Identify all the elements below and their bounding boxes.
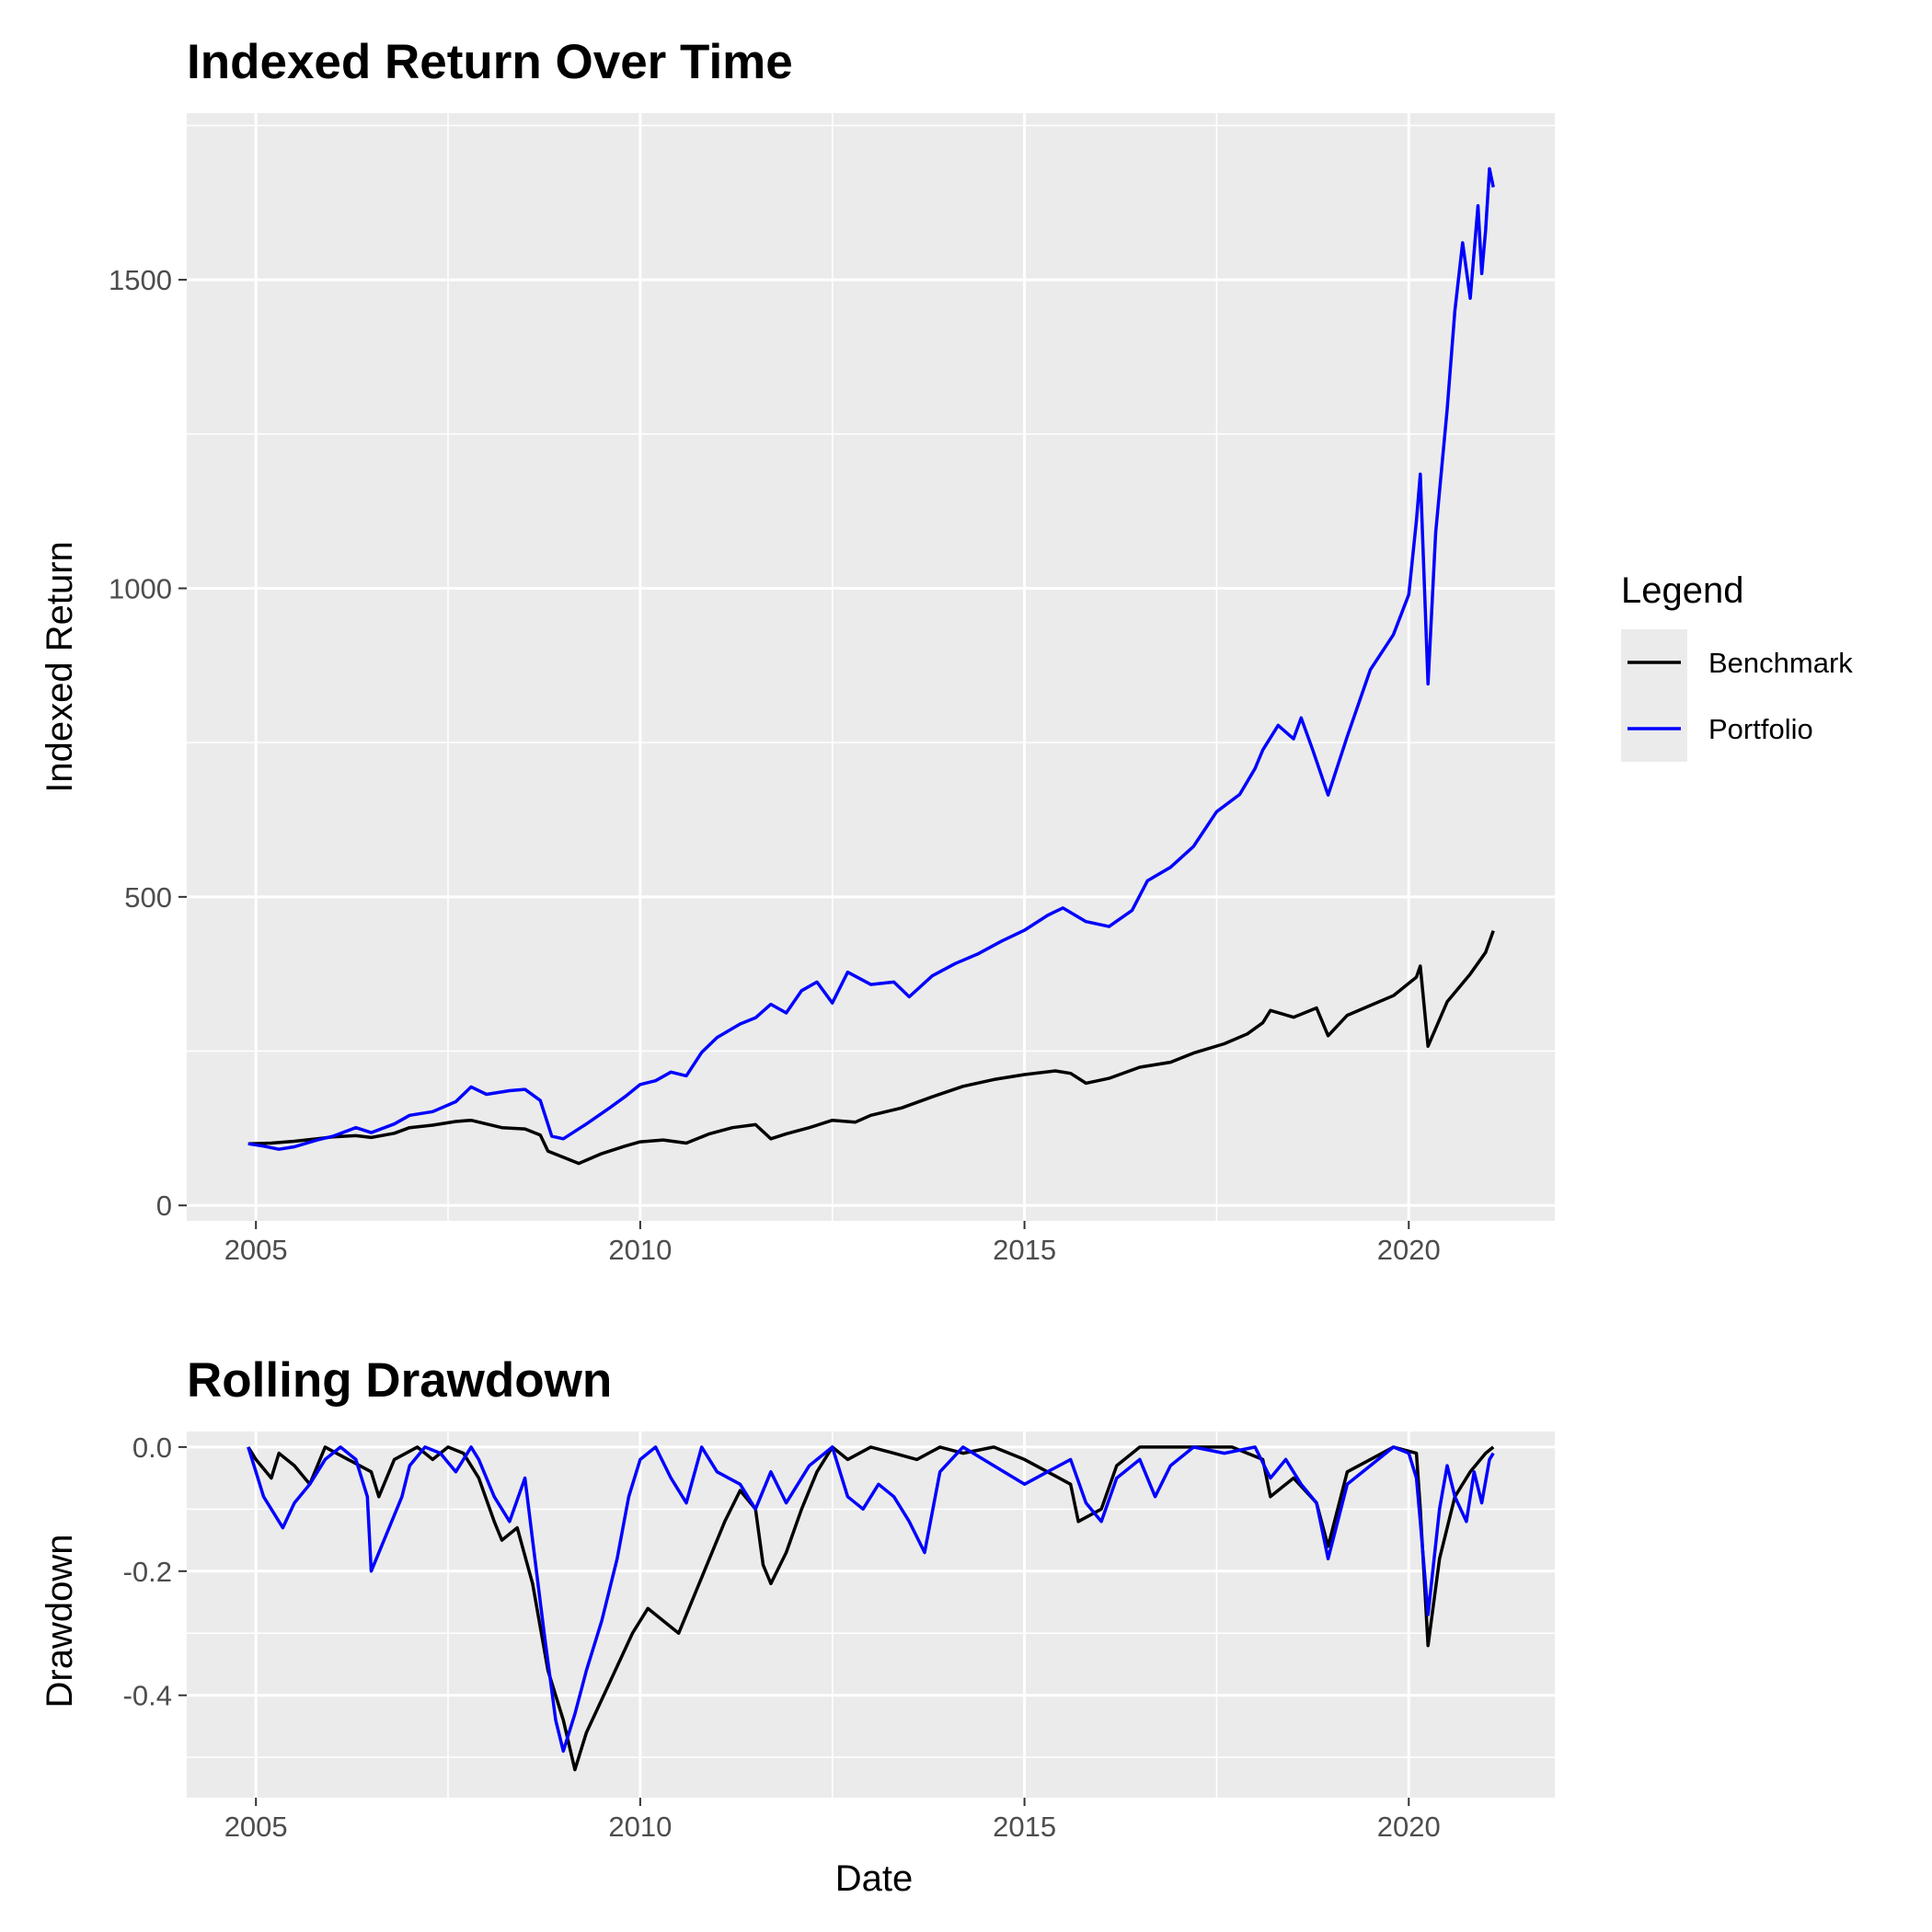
top-y-tick-label: 1000 (109, 572, 172, 604)
bottom-y-tick-label: 0.0 (132, 1432, 172, 1464)
bottom-series-line-portfolio (247, 1445, 1495, 1754)
bottom-x-tick-label: 2020 (1377, 1811, 1441, 1843)
legend-key-background (1621, 629, 1687, 762)
bottom-x-tick-label: 2010 (608, 1811, 672, 1843)
top-y-tick-label: 500 (124, 881, 172, 914)
bottom-x-tick-label: 2015 (993, 1811, 1056, 1843)
legend-label-portfolio: Portfolio (1708, 713, 1813, 745)
bottom-panel-background (187, 1432, 1555, 1798)
bottom-y-tick-label: -0.4 (123, 1680, 172, 1712)
legend-title: Legend (1621, 570, 1743, 611)
top-y-axis-title: Indexed Return (40, 541, 80, 793)
legend-label-benchmark: Benchmark (1708, 647, 1853, 679)
bottom-y-tick-label: -0.2 (123, 1556, 172, 1588)
top-x-tick-label: 2020 (1377, 1234, 1441, 1266)
bottom-plot-panel: 2005 2010 2015 2020 0.0 -0.2 -0.4 (123, 1432, 1555, 1843)
x-axis-title: Date (835, 1858, 914, 1899)
top-x-tick-label: 2005 (224, 1234, 288, 1266)
top-series-line-benchmark (247, 930, 1495, 1166)
top-y-tick-label: 0 (156, 1190, 172, 1222)
bottom-chart-title: Rolling Drawdown (187, 1353, 612, 1408)
bottom-x-tick-label: 2005 (224, 1811, 288, 1843)
top-plot-panel: 2005 2010 2015 2020 0 500 1000 1500 (109, 113, 1555, 1266)
top-x-tick-label: 2010 (608, 1234, 672, 1266)
top-chart-title: Indexed Return Over Time (187, 35, 793, 89)
top-y-tick-label: 1500 (109, 264, 172, 296)
legend: Legend Benchmark Portfolio (1621, 570, 1853, 762)
bottom-y-axis-title: Drawdown (40, 1535, 80, 1708)
top-series-line-portfolio (247, 167, 1495, 1151)
top-x-tick-label: 2015 (993, 1234, 1056, 1266)
